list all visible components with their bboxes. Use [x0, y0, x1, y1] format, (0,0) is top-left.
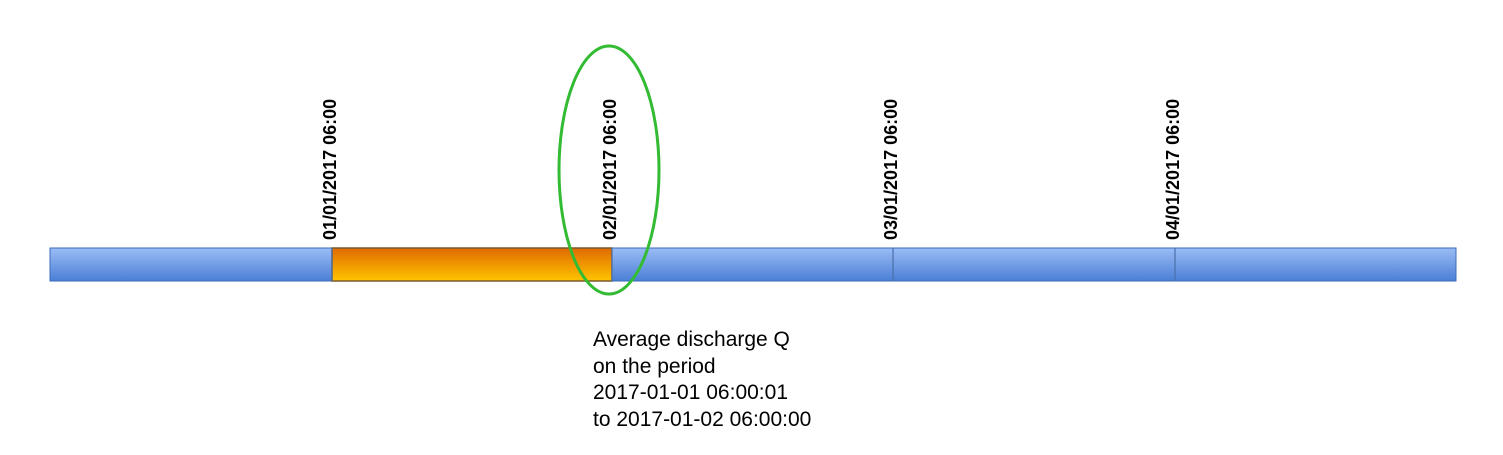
timeline-segment	[1174, 247, 1457, 282]
timeline-segments	[49, 247, 1457, 282]
tick-label: 02/01/2017 06:00	[600, 99, 620, 240]
timeline-segment	[892, 247, 1176, 282]
tick-label: 03/01/2017 06:00	[881, 99, 901, 240]
caption-line: 2017-01-01 06:00:01	[593, 381, 788, 404]
tick-label: 01/01/2017 06:00	[320, 99, 340, 240]
caption-line: Average discharge Q	[593, 328, 790, 351]
caption-text: Average discharge Q on the period 2017-0…	[593, 327, 811, 433]
timeline-segment	[49, 247, 333, 282]
timeline-ticks	[331, 248, 1176, 281]
timeline-segment	[611, 247, 894, 282]
timeline-tick-labels: 01/01/2017 06:00 02/01/2017 06:00 03/01/20…	[320, 99, 1183, 240]
highlight-circle	[557, 44, 661, 296]
caption-line: on the period	[593, 354, 716, 378]
highlighted-period-segment	[331, 247, 613, 282]
tick-label: 04/01/2017 06:00	[1163, 99, 1183, 240]
caption-line: to 2017-01-02 06:00:00	[593, 407, 812, 431]
